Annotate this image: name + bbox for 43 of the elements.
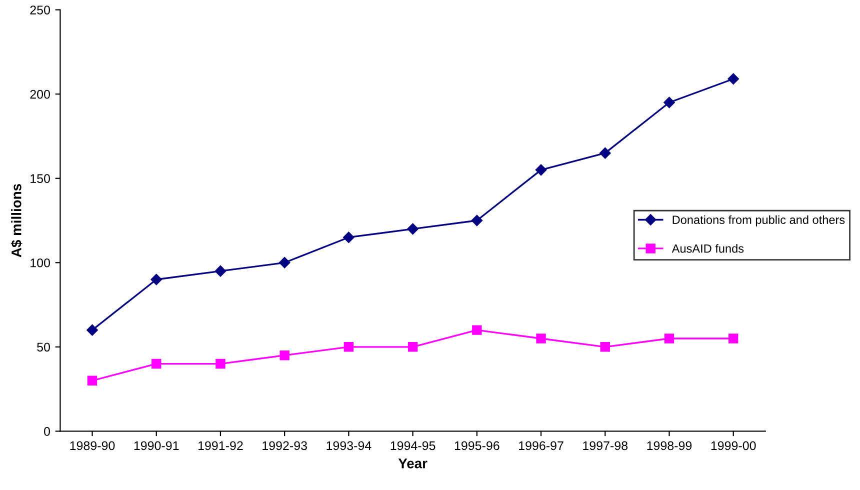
x-tick-label: 1993-94 <box>326 441 372 450</box>
point <box>664 96 675 108</box>
x-tick-label: 1992-93 <box>262 441 307 450</box>
y-tick-label: 100 <box>30 258 50 268</box>
y-tick-label: 200 <box>30 90 50 99</box>
x-tick-label: 1996-97 <box>519 441 564 450</box>
point <box>280 350 290 360</box>
y-tick-label: 0 <box>44 427 50 436</box>
y-tick-label: 250 <box>30 6 50 14</box>
y-tick-label: 50 <box>37 342 50 352</box>
point <box>343 232 354 243</box>
point <box>728 334 738 344</box>
x-tick-label: 1994-95 <box>390 441 436 450</box>
point <box>600 147 611 159</box>
point <box>87 376 98 386</box>
point <box>344 342 354 352</box>
x-tick-label: 1998-99 <box>647 441 692 450</box>
legend-label: Donations from public and others <box>672 215 845 226</box>
point <box>407 223 418 235</box>
y-axis-title: A$ millions <box>10 184 22 258</box>
point <box>152 358 162 369</box>
y-tick-label: 150 <box>30 174 50 184</box>
point <box>408 342 418 352</box>
point <box>278 257 290 268</box>
x-tick-label: 1990-91 <box>134 441 179 450</box>
point <box>664 334 674 344</box>
legend-label: AusAID funds <box>672 244 744 253</box>
x-tick-label: 1991-92 <box>198 441 243 450</box>
point <box>535 164 547 176</box>
x-tick-label: 1999-00 <box>711 441 756 450</box>
point <box>536 334 546 344</box>
point <box>728 73 739 85</box>
x-tick-label: 1995-96 <box>454 441 500 450</box>
x-tick-label: 1997-98 <box>583 441 628 450</box>
point <box>86 324 98 336</box>
point <box>150 274 162 286</box>
point <box>600 342 610 352</box>
point <box>216 358 226 369</box>
x-axis-title: Year <box>398 458 428 468</box>
point <box>472 325 482 335</box>
point <box>471 214 483 226</box>
x-tick-label: 1989-90 <box>70 441 115 450</box>
point <box>214 265 226 277</box>
